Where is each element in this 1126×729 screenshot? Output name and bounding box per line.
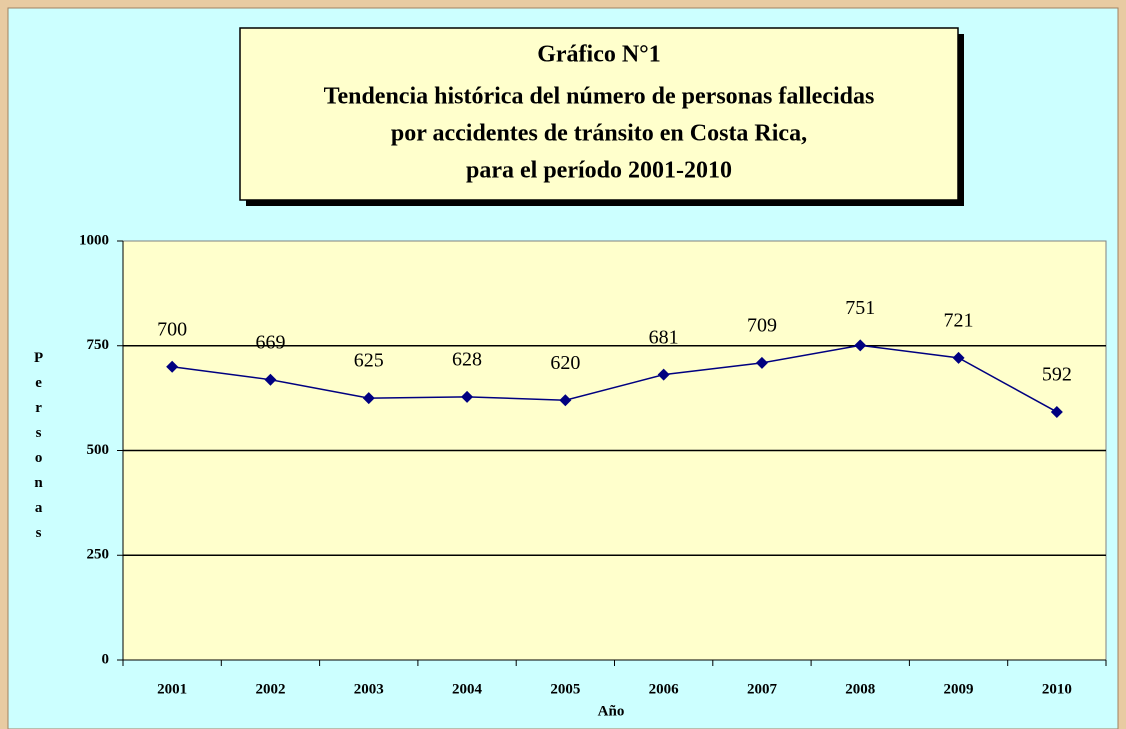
data-point [854,339,867,352]
chart-title: para el período 2001-2010 [466,158,732,184]
x-tick-label: 2006 [649,681,680,697]
x-tick-label: 2010 [1042,681,1072,697]
title-box [239,27,959,201]
y-axis-label: Personas [31,350,47,550]
x-tick-label: 2003 [354,681,384,697]
y-tick-label: 750 [87,337,110,353]
data-label: 620 [550,352,580,374]
data-point [166,360,179,373]
data-label: 628 [452,348,482,370]
data-label: 700 [157,318,187,340]
data-label: 709 [747,315,777,337]
data-point [1050,405,1063,418]
data-point [559,394,572,407]
data-point [362,392,375,405]
data-label: 669 [255,331,285,353]
chart-title: Tendencia histórica del número de person… [324,84,875,110]
y-tick-label: 250 [87,547,110,563]
data-point [264,373,277,386]
data-point [461,390,474,403]
y-tick-label: 1000 [79,232,109,248]
x-tick-label: 2008 [845,681,875,697]
x-axis-label: Año [598,703,625,719]
x-tick-label: 2002 [255,681,285,697]
chart-title: Gráfico N°1 [537,42,661,68]
data-point [657,368,670,381]
y-tick-label: 500 [87,442,110,458]
x-tick-label: 2001 [157,681,187,697]
x-tick-label: 2005 [550,681,580,697]
y-tick-label: 0 [102,651,110,667]
x-tick-label: 2007 [747,681,778,697]
data-point [952,351,965,364]
data-label: 721 [944,309,974,331]
x-tick-label: 2009 [944,681,974,697]
data-label: 592 [1042,364,1072,386]
line-series [172,344,1058,413]
data-label: 681 [649,326,679,348]
x-tick-label: 2004 [452,681,483,697]
data-point [755,356,768,369]
chart-title: por accidentes de tránsito en Costa Rica… [391,121,807,147]
data-label: 625 [354,350,384,372]
data-label: 751 [845,297,875,319]
